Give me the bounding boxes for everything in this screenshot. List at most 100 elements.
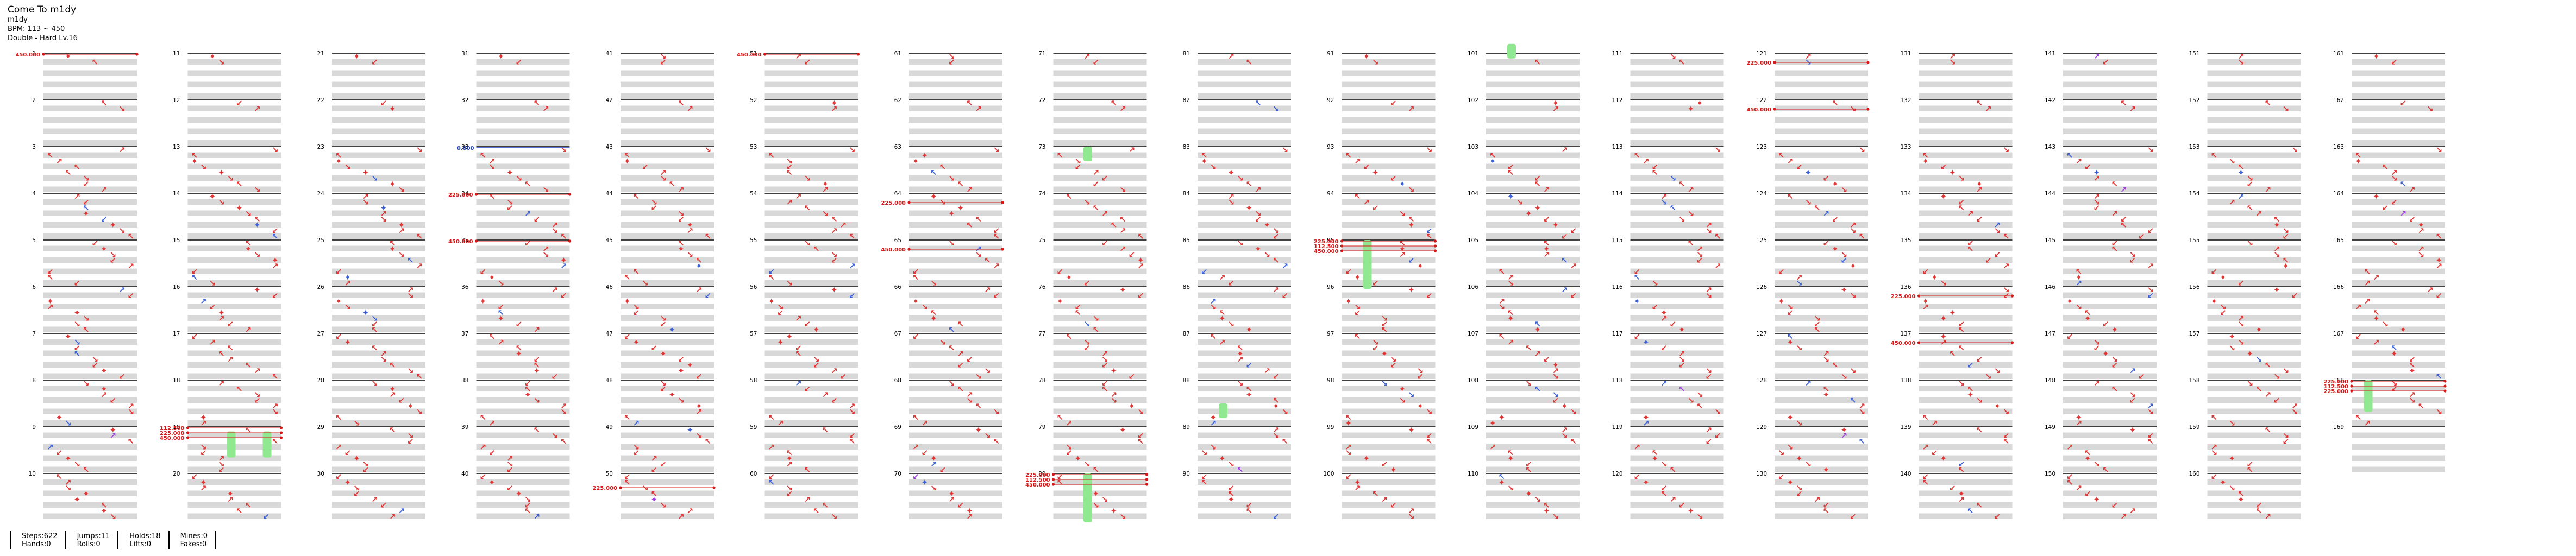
measure-row [1630,455,1724,461]
step-arrow: ↗ [1264,366,1271,376]
step-arrow: ↖ [1489,151,1496,161]
step-arrow: ✦ [101,384,108,394]
step-arrow: ↗ [380,349,387,359]
measure-number: 156 [2189,284,2199,290]
measure-row [2352,386,2445,391]
measure-row [1342,81,1436,87]
step-arrow: ↖ [191,151,198,161]
measure-row [2352,128,2445,134]
measure-row [1342,287,1436,293]
measure-row [1775,380,1868,386]
step-arrow: ↖ [2273,214,2280,224]
step-arrow: ✦ [1823,465,1830,475]
step-arrow: ↖ [2436,232,2443,242]
step-arrow: ↘ [218,58,225,67]
measure-row [1919,362,2013,368]
measure-row [43,403,137,409]
measure-row [43,117,137,123]
measure-row [909,380,1002,386]
step-arrow: ↙ [1678,361,1685,370]
step-arrow: ↖ [2120,220,2127,230]
step-arrow: ↖ [624,478,631,488]
measure-row [1775,408,1868,414]
measure-row [1919,53,2013,59]
step-arrow: ↗ [993,261,1000,271]
measure-row [2207,508,2301,514]
measure-row [2207,315,2301,321]
step-arrow: ↗ [2129,506,2136,516]
step-arrow: ✦ [1841,425,1848,435]
measure-row [909,59,1002,65]
measure-row [1342,123,1436,129]
measure-number: 1 [32,50,36,57]
measure-row [2063,240,2157,246]
measure-row [2063,403,2157,409]
measure-row [187,496,281,502]
measure-row [1486,105,1580,111]
step-arrow: ↗ [1823,209,1830,219]
measure-row [2207,287,2301,293]
measure-row [621,420,714,426]
step-arrow: ↘ [407,366,414,376]
measure-row [1630,466,1724,472]
measure-row [1342,216,1436,222]
measure-row [43,65,137,71]
step-arrow: ↙ [2084,489,2091,499]
step-arrow: ↖ [407,256,414,266]
measure-row [909,205,1002,211]
step-arrow: ↘ [1273,226,1280,236]
measure-row [1486,240,1580,246]
measure-row [1486,450,1580,456]
measure-row [909,100,1002,106]
step-arrow: ↘ [1823,355,1830,364]
measure-135: 135 [1900,237,2013,286]
bpm-label: 450.000 [448,239,473,245]
step-arrow: ↖ [1814,203,1821,213]
step-arrow: ✦ [687,361,694,370]
measure-row [909,420,1002,426]
measure-row [1775,105,1868,111]
measure-number: 84 [1183,191,1190,197]
step-arrow: ↗ [1282,261,1289,271]
measure-row [332,373,425,379]
measure-row [621,251,714,257]
step-arrow: ↘ [506,198,513,207]
step-arrow: ↖ [1787,192,1794,201]
step-arrow: ↗ [1354,483,1361,493]
measure-row [187,309,281,315]
measure-row [1198,298,1291,304]
measure-row [2207,274,2301,280]
step-arrow: ↖ [1561,256,1568,266]
measure-11: 11 [173,50,281,99]
measure-row [909,292,1002,298]
step-arrow: ↖ [245,425,252,435]
step-arrow: ↙ [56,448,63,458]
step-arrow: ↖ [831,214,838,224]
measure-row [2352,263,2445,269]
measure-row [2352,169,2445,175]
step-arrow: ↖ [335,151,342,161]
step-arrow: ↙ [101,214,108,224]
measure-row [332,315,425,321]
measure-row [476,100,570,106]
measure-row [1630,333,1724,339]
measure-row [2207,408,2301,414]
step-arrow: ↗ [2229,198,2236,207]
measure-row [2207,427,2301,433]
measure-104: 104 [1468,191,1580,239]
measure-row [1486,257,1580,263]
step-arrow: ↘ [2229,419,2236,428]
measure-row [2063,368,2157,374]
measure-row [2063,397,2157,403]
step-arrow: ↖ [2418,401,2425,411]
measure-3: 3 [32,144,137,192]
step-arrow: ↙ [1137,431,1144,441]
step-arrow: ↖ [1958,203,1965,213]
step-arrow: ↗ [398,506,405,516]
step-arrow: ↘ [2255,355,2262,364]
measure-row [2352,245,2445,251]
measure-row [476,403,570,409]
measure-66: 66 [894,284,1002,332]
measure-row [1630,420,1724,426]
measure-14: 14 [173,191,281,239]
